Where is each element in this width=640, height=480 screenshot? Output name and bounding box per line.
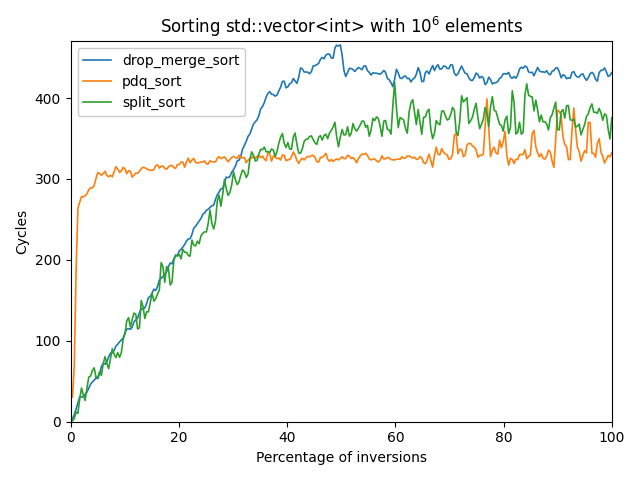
split_sort <box>392 105 400 111</box>
drop_merge_sort <box>559 72 567 78</box>
pdq_sort <box>391 157 399 163</box>
split_sort <box>67 417 74 423</box>
split_sort <box>402 126 410 132</box>
Title: Sorting std::vector<int> with $10^6$ elements: Sorting std::vector<int> with $10^6$ ele… <box>160 15 523 39</box>
pdq_sort <box>67 394 74 400</box>
X-axis label: Percentage of inversions: Percentage of inversions <box>256 451 427 465</box>
drop_merge_sort <box>337 42 344 48</box>
split_sort <box>561 115 568 121</box>
pdq_sort <box>389 157 397 163</box>
drop_merge_sort <box>525 69 532 75</box>
Line: split_sort: split_sort <box>70 83 612 421</box>
drop_merge_sort <box>67 419 74 424</box>
pdq_sort <box>70 363 78 369</box>
drop_merge_sort <box>68 416 76 422</box>
drop_merge_sort <box>391 76 399 82</box>
pdq_sort <box>483 96 491 102</box>
drop_merge_sort <box>608 70 616 75</box>
split_sort <box>391 80 399 85</box>
Line: pdq_sort: pdq_sort <box>70 99 612 397</box>
pdq_sort <box>68 395 76 400</box>
split_sort <box>70 416 78 421</box>
split_sort <box>527 94 534 99</box>
drop_merge_sort <box>389 84 397 90</box>
Line: drop_merge_sort: drop_merge_sort <box>70 45 612 421</box>
pdq_sort <box>527 152 534 158</box>
split_sort <box>68 418 76 424</box>
pdq_sort <box>561 142 568 147</box>
drop_merge_sort <box>400 74 408 80</box>
split_sort <box>389 103 397 109</box>
pdq_sort <box>400 156 408 161</box>
Legend: drop_merge_sort, pdq_sort, split_sort: drop_merge_sort, pdq_sort, split_sort <box>77 48 245 116</box>
pdq_sort <box>608 150 616 156</box>
Y-axis label: Cycles: Cycles <box>15 209 29 254</box>
split_sort <box>608 115 616 120</box>
